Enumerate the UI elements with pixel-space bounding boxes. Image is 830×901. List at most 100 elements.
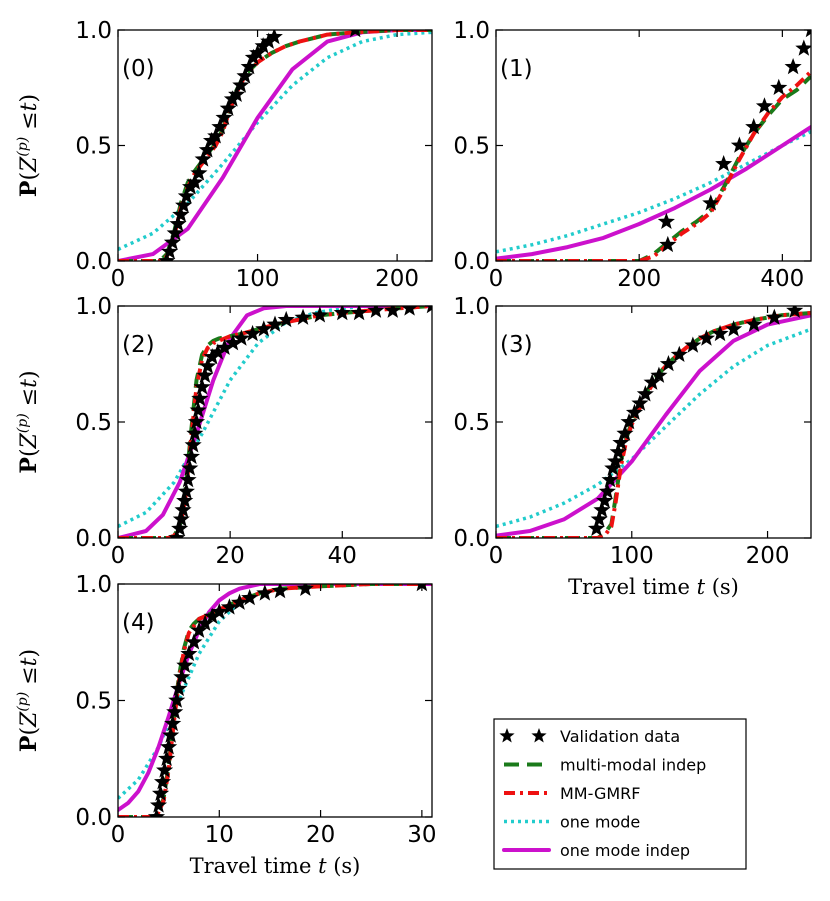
panel-2: 0 20 40 0.0 0.5 1.0 (2) P(Z(p) ≤t) bbox=[15, 294, 433, 569]
validation-star bbox=[194, 150, 212, 167]
axes-frame bbox=[495, 305, 812, 539]
panel-4: 0 10 20 30 0.0 0.5 1.0 (4) Travel time t (s) P(Z(… bbox=[15, 572, 437, 878]
validation-star bbox=[166, 703, 184, 720]
y-tick-label: 0.0 bbox=[75, 526, 112, 552]
panel-label: (4) bbox=[122, 610, 155, 636]
validation-star bbox=[163, 233, 181, 250]
y-tick-label: 0.5 bbox=[75, 410, 112, 436]
plot-area-1 bbox=[496, 30, 811, 261]
validation-star bbox=[684, 336, 702, 353]
validation-star bbox=[151, 784, 170, 801]
validation-star bbox=[606, 452, 625, 469]
validation-star bbox=[596, 491, 614, 509]
validation-star bbox=[765, 308, 783, 325]
validation-star bbox=[631, 394, 649, 411]
validation-star bbox=[176, 656, 194, 673]
validation-star bbox=[149, 796, 168, 813]
axes-frame bbox=[117, 305, 433, 539]
validation-star bbox=[170, 679, 188, 697]
axes-frame bbox=[117, 29, 433, 262]
validation-star bbox=[620, 413, 638, 430]
validation-star bbox=[228, 85, 246, 102]
validation-star bbox=[609, 443, 627, 460]
validation-star bbox=[265, 30, 283, 45]
x-tick-label: 40 bbox=[328, 543, 357, 569]
y-axis-label: P(Z(p) ≤t) bbox=[15, 94, 42, 197]
validation-star bbox=[232, 329, 250, 346]
validation-star bbox=[147, 808, 166, 817]
validation-star bbox=[730, 136, 748, 153]
y-tick-label: 1.0 bbox=[453, 18, 490, 44]
validation-star bbox=[158, 749, 176, 767]
validation-star bbox=[805, 30, 811, 38]
series-line-mm-indep bbox=[496, 311, 811, 538]
validation-star bbox=[266, 315, 284, 332]
validation-star bbox=[215, 108, 233, 126]
legend-label: Validation data bbox=[560, 727, 680, 746]
validation-star bbox=[333, 306, 351, 321]
legend-star-icon bbox=[499, 728, 515, 743]
validation-star bbox=[182, 447, 201, 465]
series-line-one-mode bbox=[118, 30, 432, 251]
validation-star bbox=[296, 584, 314, 596]
validation-star bbox=[181, 459, 199, 476]
validation-star bbox=[426, 306, 432, 314]
validation-star bbox=[311, 306, 329, 323]
validation-star bbox=[190, 621, 208, 638]
validation-star bbox=[244, 324, 262, 342]
validation-star bbox=[184, 436, 202, 453]
validation-star bbox=[207, 127, 225, 144]
validation-star bbox=[196, 614, 214, 631]
x-tick-label: 200 bbox=[746, 543, 790, 569]
y-tick-label: 0.5 bbox=[75, 689, 112, 715]
validation-star bbox=[670, 345, 688, 362]
x-tick-label: 0 bbox=[111, 266, 126, 292]
x-tick-label: 200 bbox=[375, 266, 419, 292]
validation-star bbox=[294, 308, 312, 325]
series-line-mmgmrf bbox=[496, 311, 811, 538]
validation-star bbox=[745, 118, 763, 135]
validation-star bbox=[255, 320, 273, 337]
validation-star bbox=[659, 355, 677, 372]
validation-star bbox=[169, 215, 187, 232]
series-line-mm-indep bbox=[118, 306, 432, 538]
legend: Validation data multi-modal indep MM-GMRF o… bbox=[493, 718, 747, 870]
validation-star bbox=[254, 37, 272, 54]
x-tick-label: 100 bbox=[236, 266, 280, 292]
validation-star bbox=[271, 584, 289, 599]
y-axis-label: P(Z(p) ≤t) bbox=[15, 370, 42, 473]
plot-area-3 bbox=[496, 306, 811, 538]
y-tick-label: 0.5 bbox=[75, 134, 112, 160]
plot-area-4 bbox=[118, 584, 432, 817]
panel-label: (1) bbox=[500, 56, 533, 82]
legend-label: one mode bbox=[560, 813, 640, 832]
validation-star bbox=[168, 691, 186, 708]
validation-star bbox=[401, 306, 418, 316]
axes-frame bbox=[495, 29, 812, 262]
y-tick-label: 1.0 bbox=[75, 572, 112, 598]
validation-star bbox=[230, 593, 249, 610]
validation-star bbox=[625, 403, 644, 420]
validation-star bbox=[154, 773, 172, 790]
validation-star bbox=[215, 338, 234, 356]
series-line-mmgmrf bbox=[118, 30, 432, 261]
validation-star bbox=[161, 242, 179, 260]
validation-star bbox=[203, 607, 221, 624]
x-tick-label: 0 bbox=[111, 543, 126, 569]
x-tick-label: 20 bbox=[306, 822, 335, 848]
validation-star bbox=[755, 97, 774, 114]
validation-star bbox=[203, 348, 221, 365]
validation-star bbox=[220, 598, 238, 615]
series-line-one-mode-indep bbox=[496, 125, 811, 261]
validation-star bbox=[702, 194, 720, 211]
validation-star bbox=[211, 118, 229, 135]
x-tick-label: 30 bbox=[407, 822, 436, 848]
validation-star bbox=[593, 501, 611, 518]
x-axis-label: Travel time t (s) bbox=[568, 575, 739, 599]
validation-star bbox=[725, 320, 743, 337]
validation-star bbox=[232, 76, 250, 93]
validation-star bbox=[643, 373, 661, 390]
validation-star bbox=[350, 306, 368, 321]
panel-3: 0 100 200 0.0 0.5 1.0 (3) Travel time t (s) bbox=[453, 294, 812, 599]
